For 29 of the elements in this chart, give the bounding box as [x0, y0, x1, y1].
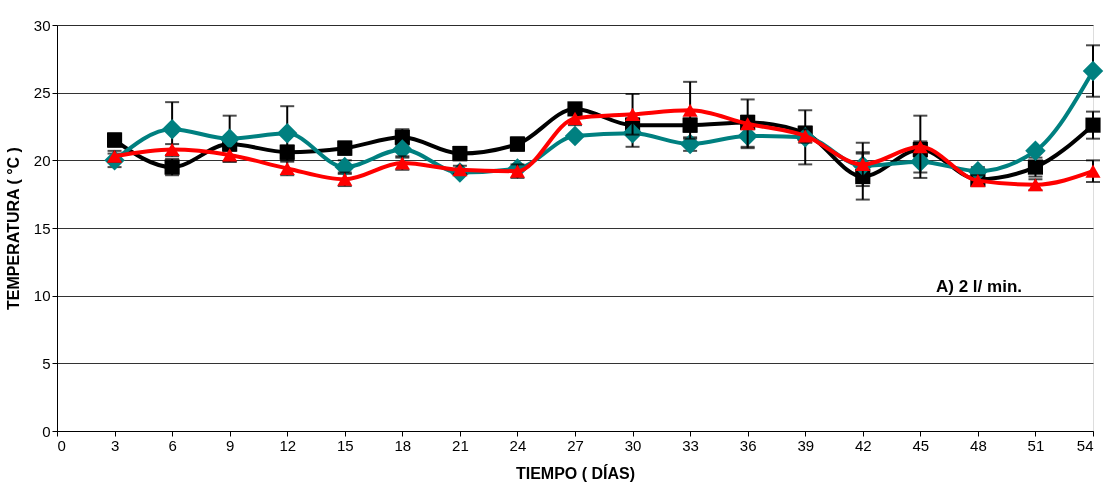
x-tick-label: 24	[509, 436, 527, 454]
x-tick-label: 33	[682, 436, 699, 454]
x-tick-label: 18	[394, 436, 412, 454]
y-tick-label: 25	[33, 84, 51, 102]
y-tick-label: 5	[42, 354, 51, 372]
x-tick-label: 27	[567, 436, 584, 454]
x-tick-label: 51	[1027, 436, 1045, 454]
y-tick-label: 20	[33, 151, 51, 169]
x-tick-label: 9	[225, 436, 235, 454]
x-tick-label: 0	[57, 436, 66, 454]
x-tick-label: 6	[168, 436, 177, 454]
x-tick-label: 48	[970, 436, 987, 454]
x-axis-title: TIEMPO ( DÍAS)	[515, 463, 636, 482]
x-tick-label: 15	[336, 436, 354, 454]
y-tick-label: 30	[33, 16, 51, 34]
annotation: A) 2 l/ min.	[936, 277, 1022, 296]
y-tick-label: 10	[33, 287, 51, 305]
y-tick-label: 15	[33, 219, 51, 237]
x-tick-label: 30	[624, 436, 642, 454]
x-tick-label: 36	[739, 436, 757, 454]
x-tick-label: 54	[1076, 436, 1094, 454]
y-axis-title: TEMPERATURA ( °C )	[4, 147, 22, 310]
x-tick-label: 39	[797, 436, 815, 454]
x-tick-label: 21	[452, 436, 469, 454]
x-tick-label: 42	[854, 436, 872, 454]
y-tick-label: 0	[42, 422, 51, 440]
x-tick-label: 3	[110, 436, 120, 454]
x-tick-label: 12	[279, 436, 297, 454]
x-tick-label: 45	[912, 436, 930, 454]
